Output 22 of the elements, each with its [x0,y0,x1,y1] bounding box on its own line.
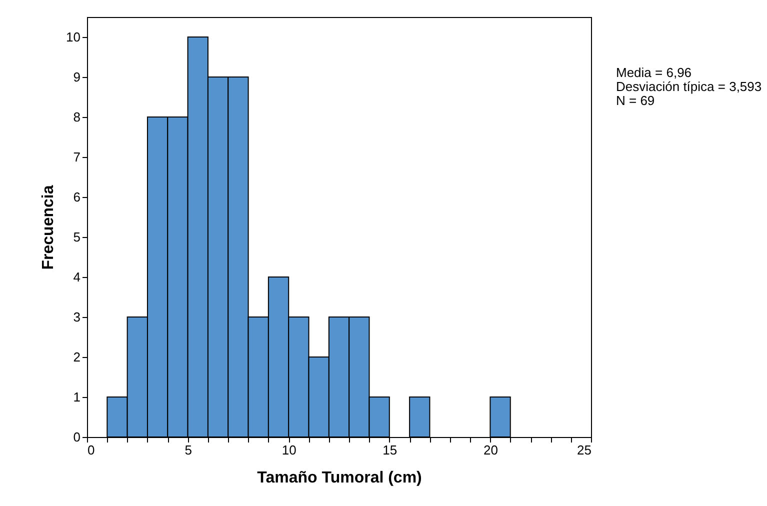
x-axis-title: Tamaño Tumoral (cm) [257,470,422,486]
y-tick-label: 9 [73,70,80,84]
y-tick-label: 0 [73,430,80,444]
y-tick-label: 3 [73,310,80,324]
y-axis-title: Frecuencia [40,185,58,270]
x-tick-label: 5 [184,442,192,458]
x-tick-label: 10 [282,442,296,458]
x-tick-label: 15 [382,442,398,458]
text: N = 69 [616,93,655,108]
text: Desviación típica = 3,593 [616,79,762,94]
y-tick-label: 2 [73,350,80,364]
y-tick-label: 6 [73,190,80,204]
y-tick-label: 4 [73,270,80,284]
y-tick-label: 10 [66,30,80,44]
x-tick-label: 0 [88,442,95,458]
y-tick-label: 8 [73,110,80,124]
y-tick-label: 1 [73,390,80,404]
y-tick-label: 5 [73,230,80,244]
text: Media = 6,96 [616,65,692,80]
x-tick-label: 25 [577,442,592,458]
y-tick-label: 7 [73,150,80,164]
x-tick-label: 20 [483,442,498,458]
